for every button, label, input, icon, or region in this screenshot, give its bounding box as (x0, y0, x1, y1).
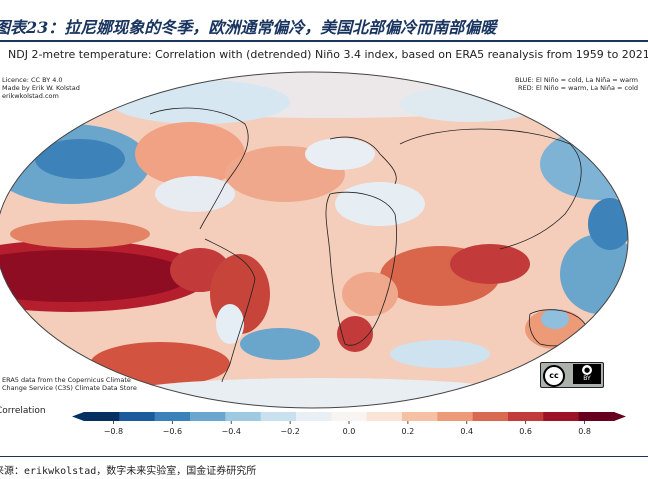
title-rule (0, 40, 648, 42)
southern-us-neutral (155, 176, 235, 212)
license-info: Licence: CC BY 4.0 Made by Erik W. Kolst… (2, 76, 80, 100)
figure-header: 图表23：拉尼娜现象的冬季，欧洲通常偏冷，美国北部偏冷而南部偏暖 (0, 0, 648, 44)
colorbar-segment (331, 412, 368, 421)
data-source-note: ERA5 data from the Copernicus Climate Ch… (2, 376, 137, 392)
colorbar-segments (72, 412, 626, 421)
colorbar-segment (366, 412, 403, 421)
figure-title: 图表23：拉尼娜现象的冬季，欧洲通常偏冷，美国北部偏冷而南部偏暖 (0, 18, 497, 37)
colorbar-tick-label: 0.6 (519, 427, 532, 436)
colorbar-tick-label: −0.6 (163, 427, 182, 436)
colorbar-label: Correlation (0, 406, 46, 416)
africa-warm (342, 272, 398, 316)
asia-coast (399, 128, 582, 250)
southern-africa-warm (337, 316, 373, 352)
cc-license-badge: cc ● BY (540, 362, 604, 388)
colorbar-segment (402, 412, 438, 421)
colorbar-segment (508, 412, 544, 421)
arctic-cool-patch (110, 80, 290, 124)
colorbar: −0.8 −0.6 −0.4 −0.2 0.0 0.2 0.4 0.6 0.8 (72, 412, 626, 436)
chart-title: NDJ 2-metre temperature: Correlation wit… (8, 48, 648, 61)
colorbar-extend-max (614, 412, 626, 421)
north-africa-neutral (335, 182, 425, 226)
north-america-coast (149, 107, 249, 230)
europe-neutral (305, 138, 375, 170)
indian-ocean-core (450, 244, 530, 284)
cc-icon: cc (543, 365, 565, 387)
source-note: 来源：erikwkolstad，数字未来实验室，国金证券研究所 (0, 466, 257, 477)
west-pacific-cool-core (588, 198, 628, 250)
colorbar-tick-label: 0.0 (343, 427, 356, 436)
north-america-warm (135, 122, 245, 186)
red-note: RED: El Niño = warm, La Niña = cold (517, 84, 638, 92)
colorbar-segment (578, 412, 615, 421)
colorbar-segment (543, 412, 580, 421)
coastlines (149, 107, 586, 383)
southern-indian-cool (390, 340, 490, 368)
colorbar-segment (437, 412, 474, 421)
colorbar-segment (260, 412, 297, 421)
north-subtropic-warm (10, 220, 150, 248)
blue-note: BLUE: El Niño = cold, La Niña = warm (514, 76, 638, 84)
colorbar-tick-label: −0.8 (104, 427, 123, 436)
colorbar-segment (225, 412, 262, 421)
color-legend-note: BLUE: El Niño = cold, La Niña = warm RED… (515, 76, 638, 92)
colorbar-segment (84, 412, 120, 421)
data-source-line-1: ERA5 data from the Copernicus Climate (2, 376, 131, 384)
colorbar-extend-min (72, 412, 84, 421)
colorbar-tick-label: 0.4 (460, 427, 473, 436)
person-icon: ● (582, 365, 592, 375)
colorbar-tick-label: −0.2 (280, 427, 299, 436)
by-label: BY (583, 375, 591, 382)
data-source-line-2: Change Service (C3S) Climate Data Store (2, 384, 137, 392)
antarctic-neutral (120, 378, 520, 408)
colorbar-ticks: −0.8 −0.6 −0.4 −0.2 0.0 0.2 0.4 0.6 0.8 (104, 421, 591, 436)
colorbar-segment (472, 412, 509, 421)
map-figure: NDJ 2-metre temperature: Correlation wit… (0, 44, 648, 456)
north-pacific-cool-core (35, 139, 125, 179)
colorbar-tick-label: 0.2 (402, 427, 415, 436)
colorbar-segment (296, 412, 332, 421)
south-america-coast (204, 238, 256, 383)
globe-outline (0, 71, 629, 409)
author-line: Made by Erik W. Kolstad (2, 84, 80, 92)
colorbar-segment (154, 412, 191, 421)
colorbar-tick-label: 0.8 (578, 427, 591, 436)
south-atlantic-cool (240, 328, 320, 360)
europe-coast (329, 136, 397, 185)
colorbar-segment (190, 412, 226, 421)
by-icon: ● BY (573, 364, 601, 384)
colorbar-tick-label: −0.4 (222, 427, 241, 436)
website-line: erikwkolstad.com (2, 92, 59, 100)
south-america-neutral (216, 304, 244, 344)
australia-cool (541, 309, 569, 329)
africa-coast (325, 191, 397, 346)
colorbar-segment (119, 412, 156, 421)
source-rule (0, 456, 648, 457)
correlation-map (0, 71, 629, 409)
license-line: Licence: CC BY 4.0 (2, 76, 63, 84)
